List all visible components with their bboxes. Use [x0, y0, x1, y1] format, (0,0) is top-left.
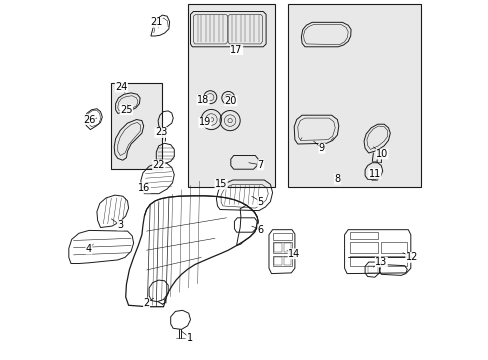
Text: 7: 7 — [257, 160, 264, 170]
Text: 6: 6 — [257, 225, 263, 235]
Text: 25: 25 — [120, 105, 132, 115]
Text: 10: 10 — [375, 149, 387, 159]
Bar — [187, 4, 274, 187]
Bar — [288, 4, 420, 187]
Text: 24: 24 — [115, 82, 127, 92]
Bar — [273, 233, 291, 240]
Text: 2: 2 — [143, 298, 149, 308]
Text: 11: 11 — [368, 168, 380, 179]
Text: 20: 20 — [224, 96, 237, 106]
Bar — [349, 242, 378, 253]
Text: 9: 9 — [318, 143, 325, 153]
Bar — [273, 242, 291, 253]
Text: 18: 18 — [197, 95, 209, 105]
Bar — [381, 256, 407, 266]
Bar — [349, 256, 378, 266]
Bar — [273, 256, 291, 266]
Text: 12: 12 — [405, 252, 417, 262]
Text: 22: 22 — [152, 160, 165, 170]
Bar — [274, 257, 282, 265]
Bar — [111, 83, 162, 169]
Bar — [274, 243, 282, 252]
Text: 5: 5 — [257, 197, 264, 207]
Bar — [284, 257, 290, 265]
Text: 21: 21 — [150, 17, 162, 27]
Text: 8: 8 — [334, 174, 340, 184]
Text: 15: 15 — [214, 179, 227, 189]
Text: 26: 26 — [82, 114, 95, 125]
Text: 3: 3 — [117, 220, 123, 230]
Text: 13: 13 — [374, 257, 386, 267]
Bar — [284, 243, 290, 252]
Text: 4: 4 — [86, 244, 92, 254]
Text: 1: 1 — [186, 333, 192, 343]
Text: 19: 19 — [198, 117, 211, 127]
Text: 14: 14 — [287, 249, 300, 259]
Bar — [349, 232, 378, 239]
Text: 17: 17 — [230, 45, 242, 55]
Text: 23: 23 — [155, 127, 167, 138]
Text: 16: 16 — [138, 183, 150, 193]
Bar — [367, 266, 377, 273]
Bar — [381, 242, 407, 253]
